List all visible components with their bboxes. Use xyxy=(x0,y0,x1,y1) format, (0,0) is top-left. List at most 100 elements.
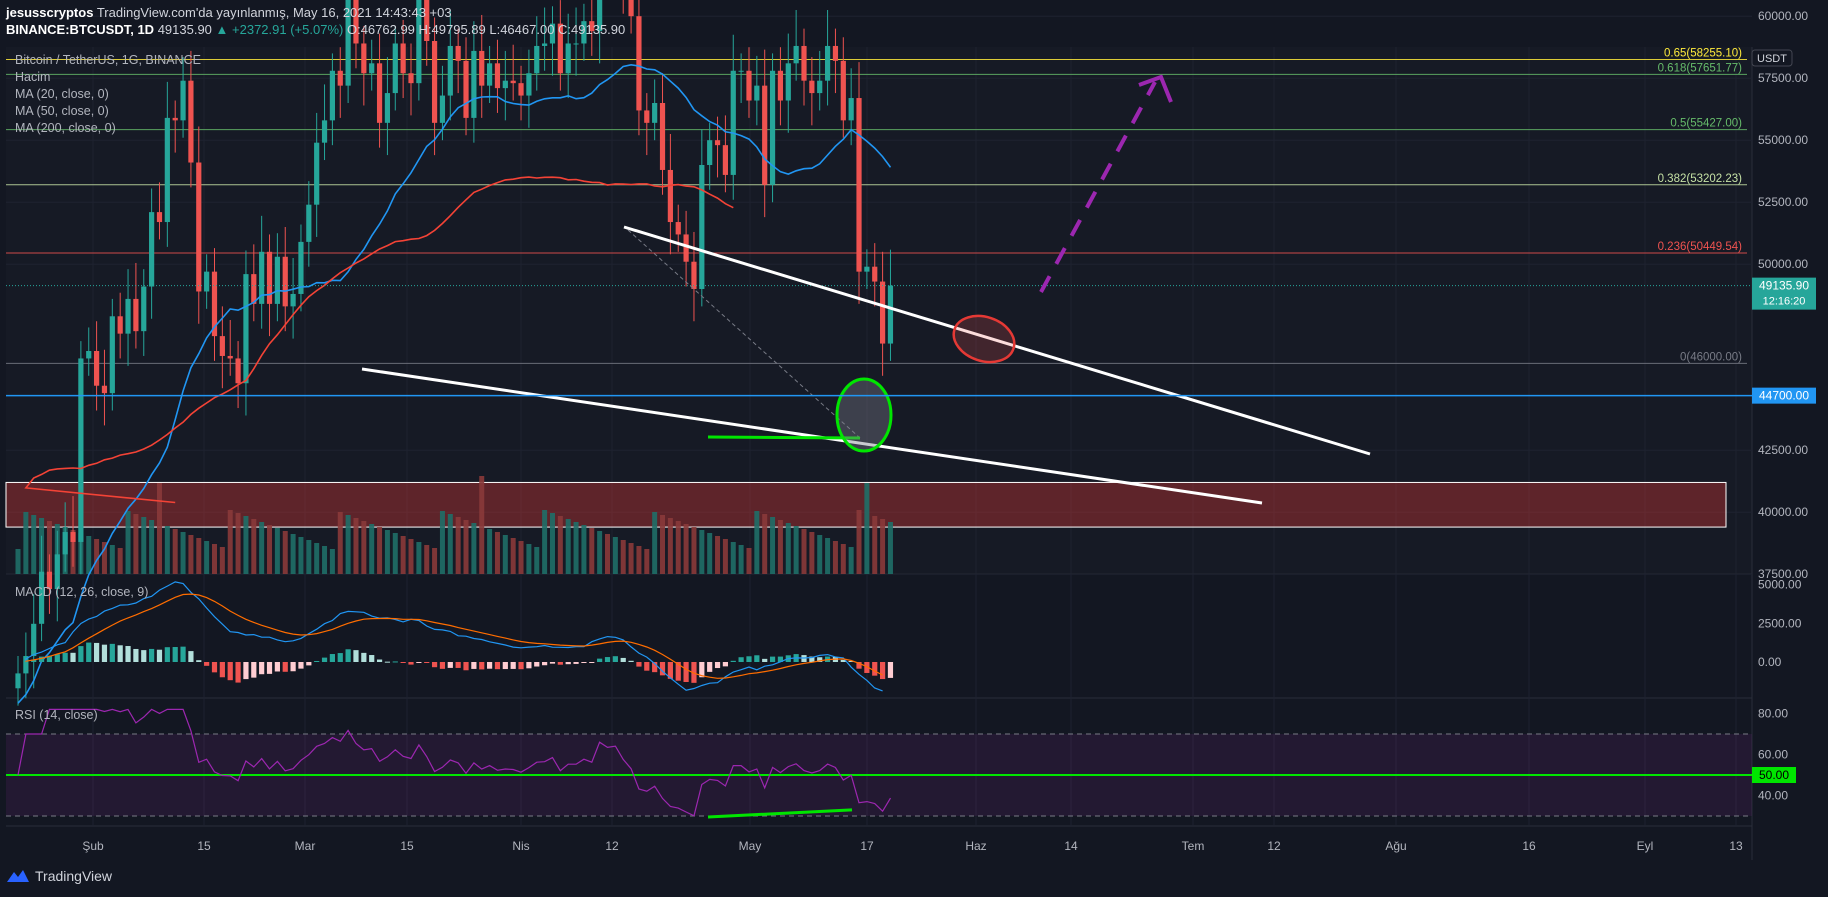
candle-body xyxy=(722,145,728,175)
volume-bar xyxy=(715,536,721,574)
candle-body xyxy=(487,63,493,86)
candle-body xyxy=(817,80,823,94)
volume-bar xyxy=(392,533,398,574)
volume-bar xyxy=(361,521,367,574)
x-tick-label: 16 xyxy=(1522,839,1536,853)
volume-bar xyxy=(416,542,422,574)
tradingview-brand[interactable]: TradingView xyxy=(6,868,112,884)
y-tick-label: 50000.00 xyxy=(1758,257,1808,271)
volume-bar xyxy=(180,532,186,574)
legend-ma200[interactable]: MA (200, close, 0) xyxy=(15,121,116,135)
last-price-badge[interactable] xyxy=(1752,277,1816,310)
macd-hist-bar xyxy=(117,645,123,662)
candle-body xyxy=(754,85,760,101)
macd-hist-bar xyxy=(416,662,422,663)
y-tick-label: 57500.00 xyxy=(1758,71,1808,85)
candle-body xyxy=(337,70,343,86)
macd-hist-bar xyxy=(274,662,280,672)
macd-hist-bar xyxy=(38,656,45,662)
candle-body xyxy=(659,103,666,170)
volume-bar xyxy=(219,547,225,574)
macd-hist-bar xyxy=(408,662,414,665)
support-price-badge[interactable] xyxy=(1752,387,1816,404)
macd-hist-bar xyxy=(424,662,430,663)
macd-hist-bar xyxy=(180,646,186,662)
macd-hist-bar xyxy=(707,662,713,672)
candle-body xyxy=(549,23,556,44)
macd-hist-bar xyxy=(604,657,611,662)
macd-hist-bar xyxy=(196,660,202,662)
volume-bar xyxy=(204,541,210,574)
legend-macd[interactable]: MACD (12, 26, close, 9) xyxy=(15,585,149,599)
macd-hist-bar xyxy=(518,662,524,670)
candle-body xyxy=(251,274,257,304)
fib-label: 0.618(57651.77) xyxy=(1658,62,1743,74)
macd-hist-bar xyxy=(400,662,406,663)
target-ellipse[interactable] xyxy=(948,308,1021,369)
candle-body xyxy=(23,656,29,674)
brand-text: TradingView xyxy=(35,868,113,884)
volume-bar xyxy=(345,515,351,574)
macd-hist-bar xyxy=(683,662,689,683)
rsi-divergence-line[interactable] xyxy=(707,808,853,819)
macd-hist-bar xyxy=(337,653,343,662)
candle-body xyxy=(376,63,383,123)
legend-rsi[interactable]: RSI (14, close) xyxy=(15,708,98,722)
volume-bar xyxy=(447,514,453,574)
candle-body xyxy=(762,85,768,185)
volume-bar xyxy=(856,510,862,574)
macd-hist-bar xyxy=(644,662,650,671)
macd-hist-bar xyxy=(188,651,194,662)
macd-hist-bar xyxy=(164,647,170,662)
lower-trendline[interactable] xyxy=(361,367,1263,505)
candle-body xyxy=(117,316,123,334)
macd-hist-bar xyxy=(817,657,823,662)
candle-body xyxy=(38,571,45,624)
x-tick-label: 17 xyxy=(860,839,874,853)
volume-bar xyxy=(400,536,406,574)
macd-hist-bar xyxy=(314,660,320,662)
volume-bar xyxy=(667,518,673,574)
highlight-circle[interactable] xyxy=(835,377,893,453)
candle-body xyxy=(149,212,155,287)
macd-hist-bar xyxy=(306,662,312,666)
legend-ma20[interactable]: MA (20, close, 0) xyxy=(15,87,109,101)
x-tick-label: 15 xyxy=(197,839,211,853)
candle-body xyxy=(691,261,697,289)
upper-trendline[interactable] xyxy=(623,225,1371,456)
macd-hist-bar xyxy=(534,662,540,667)
candle-body xyxy=(54,554,60,590)
author-name: jesusscryptos xyxy=(6,5,94,20)
candle-body xyxy=(840,60,846,121)
macd-hist-bar xyxy=(31,659,37,662)
candle-body xyxy=(714,140,721,146)
x-tick-label: 14 xyxy=(1064,839,1078,853)
x-tick-label: Tem xyxy=(1182,839,1205,853)
volume-bar xyxy=(557,516,563,574)
macd-hist-bar xyxy=(573,662,579,664)
currency-badge[interactable]: USDT xyxy=(1751,49,1793,67)
projection-arrow[interactable] xyxy=(1039,81,1157,293)
candle-body xyxy=(15,673,21,689)
volume-bar xyxy=(479,476,485,574)
macd-hist-bar xyxy=(54,654,60,662)
volume-bar xyxy=(212,544,217,574)
volume-bar xyxy=(825,538,831,574)
legend-volume[interactable]: Hacim xyxy=(15,70,51,84)
legend-ma50[interactable]: MA (50, close, 0) xyxy=(15,104,109,118)
macd-hist-bar xyxy=(887,662,894,678)
x-tick-label: 12 xyxy=(1267,839,1281,853)
volume-bar xyxy=(164,526,170,574)
macd-hist-bar xyxy=(722,662,728,667)
macd-tick-label: 2500.00 xyxy=(1758,616,1802,630)
rsi-50-badge xyxy=(1752,767,1796,783)
macd-hist-bar xyxy=(691,662,697,683)
x-tick-label: May xyxy=(739,839,762,853)
macd-hist-bar xyxy=(581,662,587,663)
candle-body xyxy=(298,241,304,294)
support-line[interactable] xyxy=(707,435,861,440)
volume-bar xyxy=(518,541,524,574)
volume-bar xyxy=(235,513,241,574)
candle-body xyxy=(188,80,194,163)
